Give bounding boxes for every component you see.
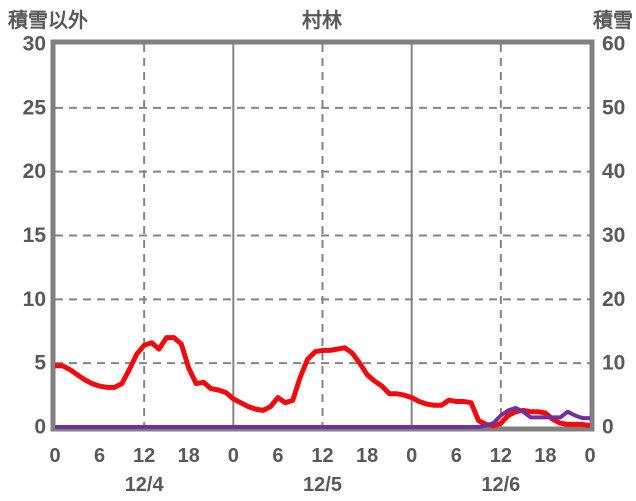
left-axis-tick-label: 10	[23, 288, 46, 311]
right-axis-labels: 60 50 40 30 20 10 0	[602, 33, 625, 439]
left-axis-labels: 30 25 20 15 10 5 0	[23, 33, 47, 439]
right-axis-title: 積雪	[593, 10, 633, 32]
non-snow-line	[55, 335, 591, 429]
x-axis-hour-label: 0	[49, 445, 60, 467]
left-axis-tick-label: 0	[34, 416, 46, 439]
x-axis-hour-label: 6	[451, 445, 462, 467]
left-axis-tick-label: 5	[34, 352, 46, 375]
left-axis-tick-label: 15	[23, 224, 47, 247]
left-axis-tick-label: 30	[23, 33, 46, 56]
right-axis-tick-label: 30	[602, 224, 625, 247]
right-axis-tick-label: 0	[602, 416, 614, 439]
x-axis-hour-label: 0	[228, 445, 239, 467]
chart-title: 村林	[302, 10, 342, 32]
x-axis-hour-label: 18	[356, 445, 378, 467]
right-axis-tick-label: 50	[602, 96, 625, 119]
x-axis-hour-label: 12	[133, 445, 155, 467]
left-axis-tick-label: 20	[23, 160, 46, 183]
x-axis-date-labels: 12/4 12/5 12/6	[125, 474, 521, 496]
x-axis-hour-label: 0	[584, 445, 595, 467]
x-axis-date-label: 12/6	[481, 474, 520, 496]
right-axis-tick-label: 60	[602, 33, 625, 56]
x-axis-hour-label: 0	[406, 445, 417, 467]
x-axis-hour-label: 6	[272, 445, 283, 467]
snow-depth-line	[55, 405, 590, 429]
x-axis-hour-label: 12	[490, 445, 512, 467]
x-axis-hour-labels: 0 6 12 18 0 6 12 18 0 6 12 18 0	[49, 445, 595, 467]
vertical-gridlines	[143, 44, 502, 427]
left-axis-title: 積雪以外	[8, 10, 88, 32]
x-axis-hour-label: 12	[311, 445, 333, 467]
right-axis-tick-label: 10	[602, 352, 625, 375]
left-axis-tick-label: 25	[23, 96, 47, 119]
x-axis-hour-label: 18	[534, 445, 556, 467]
x-axis-date-label: 12/5	[303, 474, 342, 496]
x-axis-date-label: 12/4	[125, 474, 165, 496]
x-axis-hour-label: 6	[94, 445, 105, 467]
x-axis-hour-label: 18	[178, 445, 200, 467]
right-axis-tick-label: 20	[602, 288, 625, 311]
right-axis-tick-label: 40	[602, 160, 625, 183]
